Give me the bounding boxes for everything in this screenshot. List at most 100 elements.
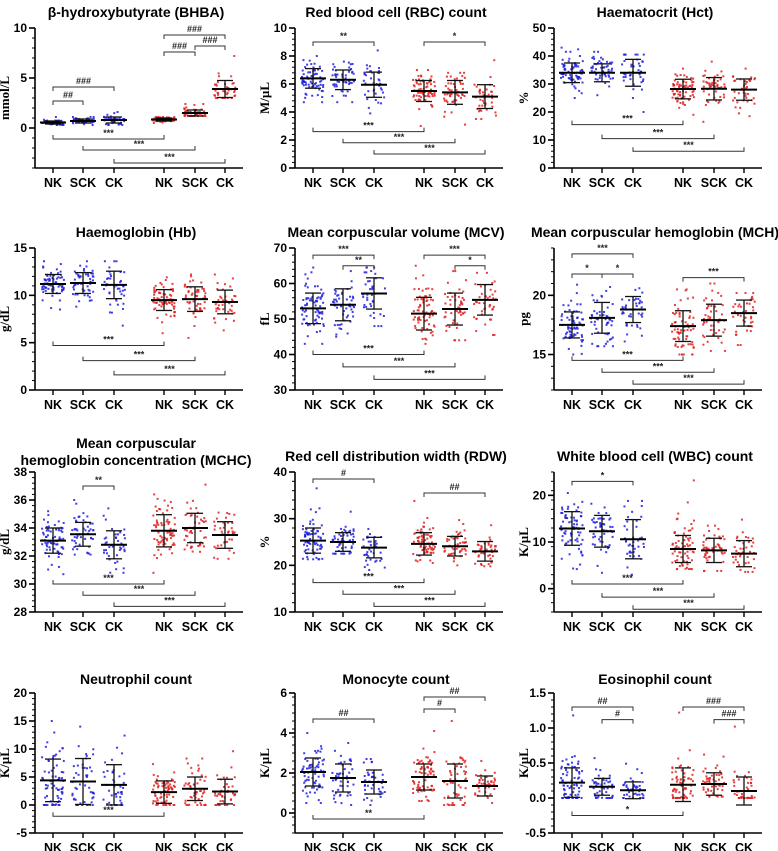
x-category-label: CK bbox=[476, 176, 494, 190]
data-point bbox=[337, 788, 340, 791]
data-point bbox=[363, 784, 366, 787]
data-point bbox=[565, 758, 568, 761]
data-point bbox=[562, 75, 565, 78]
data-point bbox=[319, 769, 322, 772]
data-point bbox=[483, 782, 486, 785]
data-point bbox=[491, 293, 494, 296]
data-point bbox=[345, 81, 348, 84]
data-point bbox=[733, 80, 736, 83]
data-point bbox=[123, 528, 126, 531]
data-point bbox=[62, 573, 65, 576]
data-point bbox=[42, 260, 45, 263]
data-point bbox=[461, 74, 464, 77]
data-point bbox=[628, 795, 631, 798]
data-point bbox=[418, 108, 421, 111]
significance-bracket: *** bbox=[312, 572, 425, 584]
data-point bbox=[750, 781, 753, 784]
data-point bbox=[692, 96, 695, 99]
data-point bbox=[350, 547, 353, 550]
data-point bbox=[374, 99, 377, 102]
data-point bbox=[430, 103, 433, 106]
data-point bbox=[109, 277, 112, 280]
data-point bbox=[338, 542, 341, 545]
x-category-label: SCK bbox=[701, 620, 727, 634]
data-point bbox=[637, 62, 640, 65]
data-point bbox=[581, 68, 584, 71]
data-point bbox=[562, 65, 565, 68]
data-point bbox=[352, 297, 355, 300]
data-point bbox=[306, 555, 309, 558]
data-point bbox=[446, 783, 449, 786]
data-point bbox=[704, 781, 707, 784]
data-point bbox=[455, 530, 458, 533]
series-group2-sck bbox=[701, 60, 727, 123]
data-point bbox=[707, 547, 710, 550]
data-point bbox=[231, 530, 234, 533]
data-point bbox=[718, 784, 721, 787]
data-point bbox=[447, 71, 450, 74]
data-point bbox=[107, 277, 110, 280]
significance-bracket: *** bbox=[52, 805, 165, 817]
data-point bbox=[342, 552, 345, 555]
data-point bbox=[378, 67, 381, 70]
data-point bbox=[309, 533, 312, 536]
data-point bbox=[304, 304, 307, 307]
data-point bbox=[565, 332, 568, 335]
data-point bbox=[204, 520, 207, 523]
data-point bbox=[733, 546, 736, 549]
series-group2-sck bbox=[701, 753, 727, 798]
series-group2-ck bbox=[212, 273, 238, 332]
data-point bbox=[303, 752, 306, 755]
data-point bbox=[735, 333, 738, 336]
data-point bbox=[432, 324, 435, 327]
data-point bbox=[166, 789, 169, 792]
data-point bbox=[301, 322, 304, 325]
data-point bbox=[367, 540, 370, 543]
bracket-line bbox=[571, 706, 634, 711]
data-point bbox=[43, 804, 46, 806]
data-point bbox=[227, 310, 230, 313]
data-point bbox=[374, 540, 377, 543]
data-point bbox=[88, 299, 91, 302]
data-point bbox=[352, 535, 355, 538]
data-point bbox=[576, 303, 579, 306]
data-point bbox=[485, 776, 488, 779]
data-point bbox=[366, 67, 369, 70]
y-tick-label: 0.5 bbox=[529, 756, 546, 770]
data-point bbox=[677, 307, 680, 310]
data-point bbox=[608, 85, 611, 88]
data-point bbox=[154, 794, 157, 797]
data-point bbox=[305, 767, 308, 770]
data-point bbox=[685, 81, 688, 84]
data-point bbox=[57, 520, 60, 523]
data-point bbox=[42, 533, 45, 536]
data-point bbox=[427, 69, 430, 71]
data-point bbox=[318, 558, 321, 561]
data-point bbox=[412, 95, 415, 98]
data-point bbox=[75, 520, 78, 523]
data-point bbox=[221, 303, 224, 306]
significance-label: *** bbox=[424, 143, 435, 153]
data-point bbox=[692, 113, 695, 116]
data-point bbox=[430, 534, 433, 537]
data-point bbox=[601, 70, 604, 73]
y-tick-label: -5 bbox=[16, 826, 27, 840]
data-point bbox=[488, 295, 491, 298]
x-category-label: CK bbox=[105, 841, 123, 851]
data-point bbox=[199, 307, 202, 310]
data-point bbox=[478, 302, 481, 305]
x-category-label: NK bbox=[44, 620, 62, 634]
data-point bbox=[674, 790, 677, 793]
data-point bbox=[593, 323, 596, 326]
data-point bbox=[628, 299, 631, 302]
data-point bbox=[453, 78, 456, 81]
series-group2-nk bbox=[670, 288, 696, 356]
data-point bbox=[203, 517, 206, 520]
significance-label: *** bbox=[683, 598, 694, 608]
data-point bbox=[378, 84, 381, 87]
data-point bbox=[752, 97, 755, 100]
data-point bbox=[450, 82, 453, 85]
data-point bbox=[691, 780, 694, 783]
data-point bbox=[671, 322, 674, 325]
data-point bbox=[608, 797, 611, 799]
